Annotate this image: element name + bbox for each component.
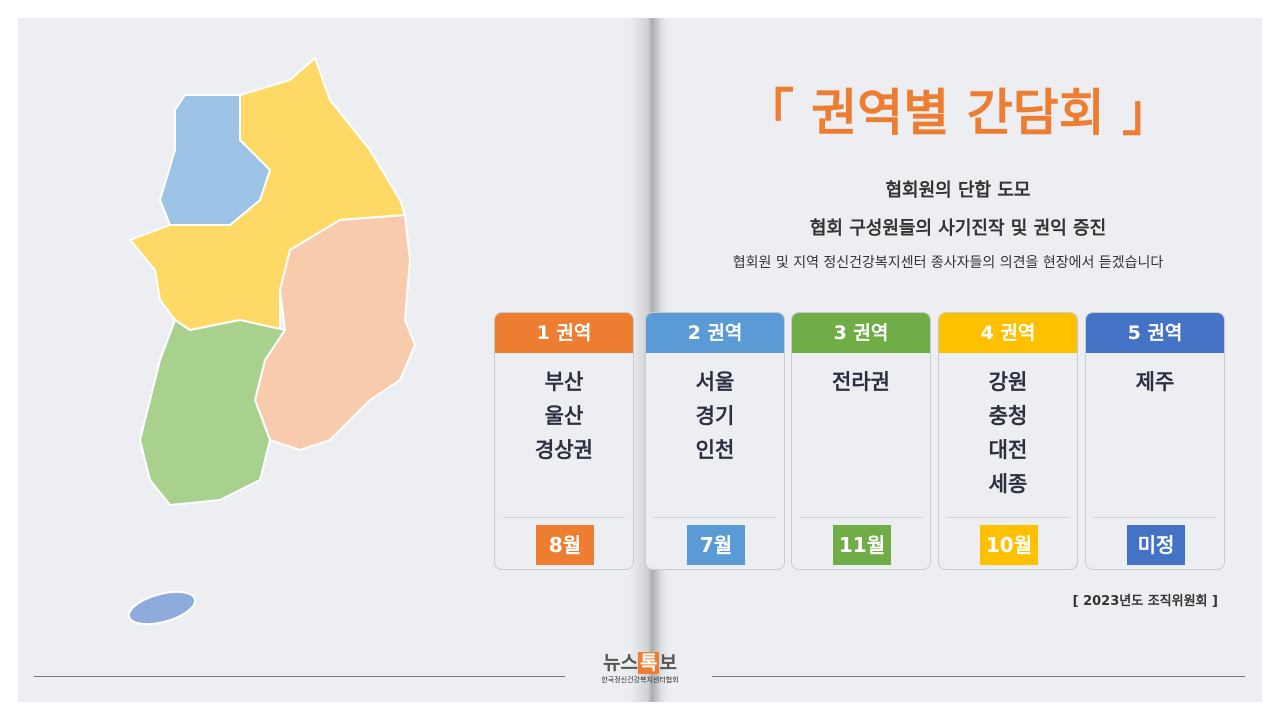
region-area: 서울 [695, 370, 735, 394]
separator [654, 517, 776, 518]
map-region-jeju [127, 590, 197, 626]
korea-map [127, 57, 416, 626]
separator [503, 517, 625, 518]
region-area: 충청 [988, 404, 1028, 428]
region-area: 대전 [988, 438, 1028, 462]
region-month: 8월 [536, 525, 594, 565]
region-area: 경기 [695, 404, 735, 428]
region-month: 7월 [687, 525, 745, 565]
logo-org: 한국정신건강복지센터협회 [601, 676, 679, 684]
description: 협회원 및 지역 정신건강복지센터 종사자들의 의견을 현장에서 듣겠습니다 [732, 255, 1164, 271]
subtitle: 협회원의 단합 도모 [885, 180, 1031, 201]
region-area: 경상권 [535, 438, 593, 462]
separator [947, 517, 1069, 518]
rule [712, 676, 1245, 677]
logo-text: 뉴스 톡 보 [578, 648, 702, 675]
region-area: 강원 [988, 370, 1028, 394]
separator [800, 517, 922, 518]
map-region-green [139, 319, 286, 506]
region-label: 4 권역 [939, 313, 1077, 353]
region-label: 5 권역 [1086, 313, 1224, 353]
map-region-blue [159, 94, 271, 226]
logo-highlight: 톡 [638, 652, 660, 674]
note: [ 2023년도 조직위원회 ] [1072, 594, 1218, 609]
subtitle: 협회 구성원들의 사기진작 및 권익 증진 [809, 218, 1107, 239]
region-areas: 제주 [1086, 365, 1224, 399]
region-month: 11월 [833, 525, 891, 565]
region-area: 세종 [988, 472, 1028, 496]
map-region-peach [254, 214, 416, 451]
region-month: 미정 [1127, 525, 1185, 565]
region-area: 부산 [544, 370, 584, 394]
region-label: 2 권역 [646, 313, 784, 353]
region-areas: 전라권 [792, 365, 930, 399]
separator [1094, 517, 1216, 518]
region-area: 전라권 [832, 370, 890, 394]
slide: 「 권역별 간담회 」 협회원의 단합 도모 협회 구성원들의 사기진작 및 권… [18, 18, 1262, 702]
logo-part: 보 [659, 652, 677, 674]
logo: 뉴스 톡 보 한국정신건강복지센터협회 [578, 648, 702, 685]
logo-part: 뉴스 [603, 652, 638, 674]
region-label: 3 권역 [792, 313, 930, 353]
region-label: 1 권역 [495, 313, 633, 353]
region-area: 인천 [695, 438, 735, 462]
rule [34, 676, 565, 677]
region-area: 울산 [544, 404, 584, 428]
region-area: 제주 [1135, 370, 1175, 394]
region-month: 10월 [980, 525, 1038, 565]
title: 「 권역별 간담회 」 [743, 84, 1173, 142]
